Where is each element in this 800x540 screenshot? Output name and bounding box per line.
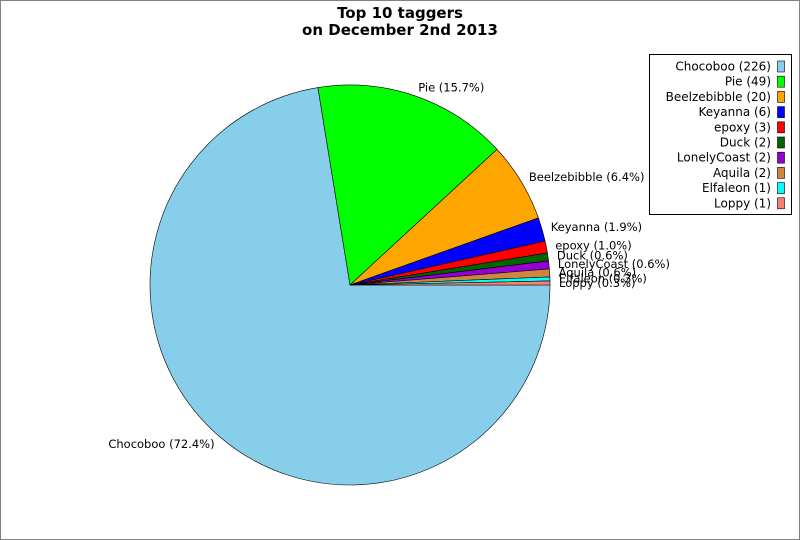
chart-title-line-2: on December 2nd 2013: [302, 21, 498, 39]
pie-slices: [149, 84, 551, 486]
pie-slice-pie: [317, 84, 498, 286]
chart-title-line-1: Top 10 taggers: [337, 4, 463, 22]
legend-swatch-epoxy: [777, 121, 785, 134]
slice-label-duck: Duck (0.6%): [557, 249, 628, 263]
legend-label-pie: Pie (49): [725, 75, 771, 89]
pie-slice-chocoboo: [149, 87, 551, 486]
legend-swatch-loppy: [777, 197, 785, 210]
legend-swatch-aquila: [777, 167, 785, 179]
legend-box: [649, 54, 792, 215]
slice-label-beelzebibble: Beelzebibble (6.4%): [529, 170, 645, 184]
legend-label-elfaleon: Elfaleon (1): [702, 181, 771, 195]
legend: Chocoboo (226)Pie (49)Beelzebibble (20)K…: [649, 54, 792, 215]
legend-label-beelzebibble: Beelzebibble (20): [666, 90, 771, 104]
legend-label-chocoboo: Chocoboo (226): [675, 60, 771, 74]
legend-swatch-chocoboo: [777, 60, 785, 73]
legend-swatch-elfaleon: [777, 182, 785, 194]
slice-label-epoxy: epoxy (1.0%): [555, 238, 632, 252]
slice-label-elfaleon: Elfaleon (0.3%): [559, 272, 647, 286]
slice-label-loppy: Loppy (0.3%): [559, 276, 636, 290]
legend-swatch-keyanna: [777, 106, 785, 118]
slice-label-keyanna: Keyanna (1.9%): [551, 220, 642, 234]
slice-label-chocoboo: Chocoboo (72.4%): [108, 437, 214, 451]
slice-labels: Chocoboo (72.4%) Pie (15.7%) Beelzebibble …: [108, 80, 670, 451]
legend-label-lonelycoast: LonelyCoast (2): [677, 151, 771, 165]
legend-swatch-lonelycoast: [777, 151, 785, 164]
legend-swatch-pie: [777, 75, 785, 88]
legend-label-aquila: Aquila (2): [713, 166, 771, 180]
slice-label-pie: Pie (15.7%): [418, 80, 484, 94]
legend-label-keyanna: Keyanna (6): [699, 105, 772, 119]
legend-label-epoxy: epoxy (3): [714, 120, 771, 134]
legend-label-loppy: Loppy (1): [714, 196, 771, 210]
legend-swatch-beelzebibble: [777, 91, 785, 103]
slice-label-lonelycoast: LonelyCoast (0.6%): [558, 257, 670, 271]
slice-label-aquila: Aquila (0.6%): [559, 265, 637, 279]
legend-swatch-duck: [777, 136, 785, 149]
legend-label-duck: Duck (2): [720, 136, 771, 150]
pie-slice-loppy: [349, 280, 551, 286]
